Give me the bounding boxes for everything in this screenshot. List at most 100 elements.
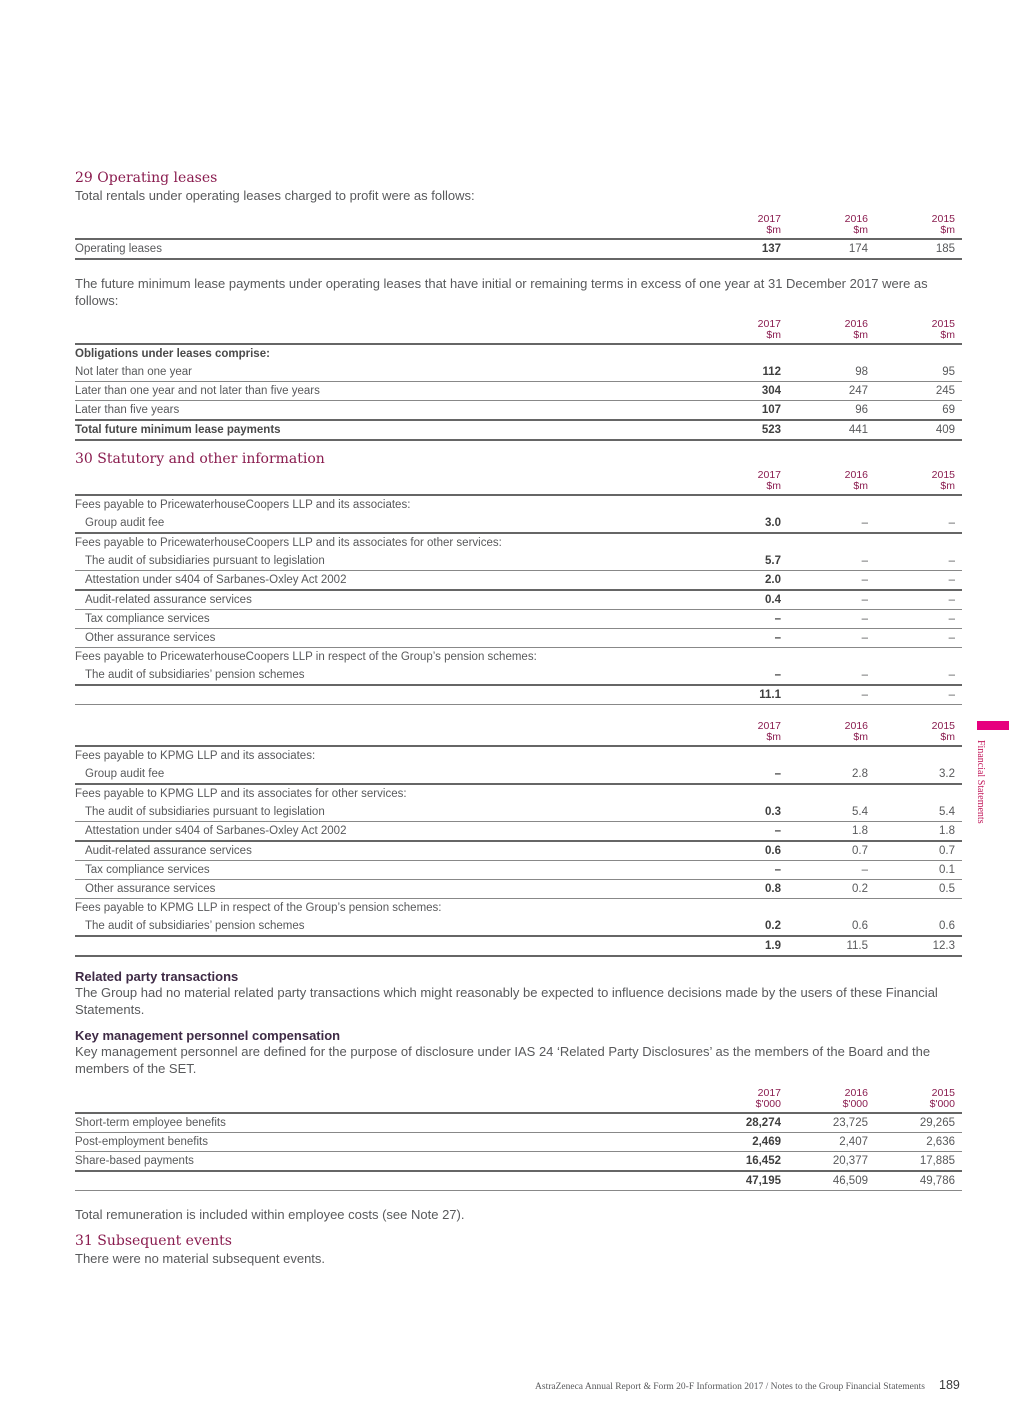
column-unit: $m [766, 224, 781, 236]
cell-value: 23,725 [832, 1117, 868, 1129]
cell-value: 245 [935, 385, 955, 397]
cell-value: 0.4 [765, 594, 781, 606]
cell-value: 0.7 [852, 845, 868, 857]
cell-value: – [861, 594, 868, 606]
row-label: Attestation under s404 of Sarbanes-Oxley… [85, 825, 347, 837]
table-row: Fees payable to PricewaterhouseCoopers L… [75, 534, 962, 552]
column-header: 2016 $m [798, 319, 868, 341]
column-header: 2016 $'000 [798, 1088, 868, 1110]
cell-value: 304 [761, 385, 781, 397]
cell-value: 0.3 [765, 806, 781, 818]
cell-value: – [948, 613, 955, 625]
cell-value: 1.8 [852, 825, 868, 837]
row-label: The audit of subsidiaries’ pension schem… [85, 669, 305, 681]
cell-value: 0.1 [939, 864, 955, 876]
cell-value: 29,265 [919, 1117, 955, 1129]
cell-value: – [774, 613, 781, 625]
column-unit: $m [853, 329, 868, 341]
cell-value: 0.8 [765, 883, 781, 895]
table-row: Short-term employee benefits 28,274 23,725… [75, 1114, 962, 1133]
cell-value: 174 [848, 243, 868, 255]
column-header: 2017 $m [711, 470, 781, 492]
row-label: Share-based payments [75, 1155, 194, 1167]
column-year: 2015 [931, 318, 955, 330]
column-header: 2015 $'000 [885, 1088, 955, 1110]
column-header: 2016 $m [798, 214, 868, 236]
cell-value: 98 [855, 366, 868, 378]
cell-value: – [948, 555, 955, 567]
column-unit: $m [940, 224, 955, 236]
cell-value: 0.6 [939, 920, 955, 932]
table-row: Obligations under leases comprise: [75, 345, 962, 363]
row-label: Attestation under s404 of Sarbanes-Oxley… [85, 574, 347, 586]
row-label: Fees payable to KPMG LLP and its associa… [75, 788, 407, 800]
cell-value: 2.0 [765, 574, 781, 586]
kmp-text: Key management personnel are defined for… [75, 1044, 931, 1076]
cell-value: – [861, 632, 868, 644]
column-year: 2016 [844, 1087, 868, 1099]
cell-value: – [774, 632, 781, 644]
table-row: Group audit fee – 2.8 3.2 [75, 765, 962, 785]
column-year: 2017 [757, 318, 781, 330]
cell-value: – [774, 864, 781, 876]
cell-value: 12.3 [932, 940, 955, 952]
cell-value: – [948, 594, 955, 606]
note-30-title: 30 Statutory and other information [75, 451, 325, 467]
row-label: Later than one year and not later than f… [75, 385, 320, 397]
table-row: Tax compliance services – – – [75, 610, 962, 629]
column-header: 2017 $m [711, 319, 781, 341]
row-label: The audit of subsidiaries’ pension schem… [85, 920, 305, 932]
table-row: Audit-related assurance services 0.4 – – [75, 591, 962, 610]
cell-value: – [861, 613, 868, 625]
column-unit: $m [766, 480, 781, 492]
table-row: Total future minimum lease payments 523 44… [75, 421, 962, 441]
kpmg-fees-table: 2017 $m 2016 $m 2015 $m Fees payable to KPMG L… [75, 721, 962, 957]
column-header: 2015 $m [885, 721, 955, 743]
cell-value: 20,377 [832, 1155, 868, 1167]
cell-value: 2,636 [926, 1136, 955, 1148]
column-header: 2017 $m [711, 214, 781, 236]
column-unit: $'000 [842, 1098, 868, 1110]
row-label: Audit-related assurance services [85, 594, 252, 606]
cell-value: 16,452 [745, 1155, 781, 1167]
footer-text: AstraZeneca Annual Report & Form 20-F In… [535, 1382, 925, 1392]
note-31-title: 31 Subsequent events [75, 1233, 232, 1249]
row-label: The audit of subsidiaries pursuant to le… [85, 555, 325, 567]
cell-value: 2,469 [752, 1136, 781, 1148]
table-row: Share-based payments 16,452 20,377 17,885 [75, 1152, 962, 1172]
cell-value: 1.9 [765, 940, 781, 952]
row-label: Operating leases [75, 243, 162, 255]
table-row: The audit of subsidiaries pursuant to le… [75, 803, 962, 822]
kmp-heading: Key management personnel compensation [75, 1028, 341, 1043]
column-year: 2015 [931, 720, 955, 732]
row-label: Group audit fee [85, 768, 165, 780]
column-year: 2015 [931, 213, 955, 225]
cell-value: 3.0 [765, 517, 781, 529]
column-unit: $m [940, 480, 955, 492]
table-row: Fees payable to KPMG LLP in respect of t… [75, 899, 962, 917]
column-unit: $m [940, 329, 955, 341]
row-label: Later than five years [75, 404, 180, 416]
cell-value: 17,885 [919, 1155, 955, 1167]
related-party-text: The Group had no material related party … [75, 985, 938, 1017]
column-unit: $m [853, 480, 868, 492]
cell-value: – [861, 517, 868, 529]
cell-value: – [948, 574, 955, 586]
cell-value: 0.2 [852, 883, 868, 895]
section-tab-marker [977, 721, 1009, 730]
future-lease-payments-table: 2017 $m 2016 $m 2015 $m Obligations under leas… [75, 319, 962, 441]
table-row: Audit-related assurance services 0.6 0.7 0.… [75, 842, 962, 861]
column-header: 2015 $m [885, 214, 955, 236]
cell-value: 95 [942, 366, 955, 378]
column-unit: $m [766, 731, 781, 743]
cell-value: 409 [935, 424, 955, 436]
table-row: The audit of subsidiaries pursuant to le… [75, 552, 962, 571]
cell-value: 46,509 [832, 1175, 868, 1187]
table-row: Operating leases 137 174 185 [75, 240, 962, 260]
column-year: 2015 [931, 469, 955, 481]
cell-value: 247 [848, 385, 868, 397]
cell-value: 0.6 [852, 920, 868, 932]
row-label: Fees payable to PricewaterhouseCoopers L… [75, 537, 502, 549]
operating-leases-table: 2017 $m 2016 $m 2015 $m Operating leases 137 174… [75, 214, 962, 260]
